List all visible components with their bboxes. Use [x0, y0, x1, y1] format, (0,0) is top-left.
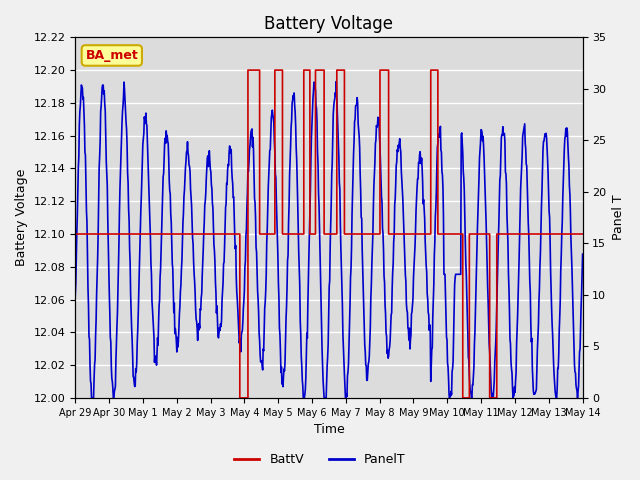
Y-axis label: Panel T: Panel T — [612, 195, 625, 240]
Text: BA_met: BA_met — [85, 49, 138, 62]
Title: Battery Voltage: Battery Voltage — [264, 15, 394, 33]
X-axis label: Time: Time — [314, 423, 344, 436]
Legend: BattV, PanelT: BattV, PanelT — [229, 448, 411, 471]
Y-axis label: Battery Voltage: Battery Voltage — [15, 169, 28, 266]
